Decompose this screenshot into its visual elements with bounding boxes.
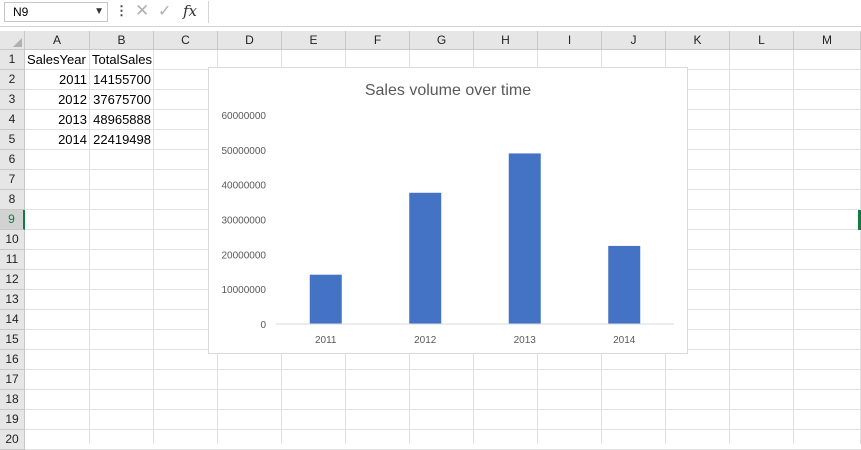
y-tick-label: 10000000 <box>222 285 267 296</box>
bar-2012[interactable] <box>409 192 442 324</box>
x-tick-label: 2012 <box>414 335 437 346</box>
row-header-14[interactable]: 14 <box>0 310 25 330</box>
y-tick-label: 50000000 <box>222 146 267 157</box>
cell-a3[interactable]: 2012 <box>58 92 87 107</box>
column-header-j[interactable]: J <box>602 31 666 50</box>
formula-bar: N9 ▼ ⋮ ✕ ✓ fx <box>0 0 861 27</box>
row-header-5[interactable]: 5 <box>0 130 25 150</box>
bar-chart: Sales volume over time 0 10000000 20000000… <box>222 82 674 346</box>
gridline-horizontal <box>25 369 861 370</box>
gridline-vertical <box>793 50 794 444</box>
cell-a4[interactable]: 2013 <box>58 112 87 127</box>
row-header-8[interactable]: 8 <box>0 190 25 210</box>
gridline-vertical <box>153 50 154 444</box>
column-header-k[interactable]: K <box>666 31 730 50</box>
row-header-12[interactable]: 12 <box>0 270 25 290</box>
column-header-c[interactable]: C <box>154 31 218 50</box>
gridline-horizontal <box>25 429 861 430</box>
cell-b3[interactable]: 37675700 <box>93 92 151 107</box>
gridline-horizontal <box>25 409 861 410</box>
column-header-a[interactable]: A <box>25 31 90 50</box>
y-tick-label: 0 <box>260 320 266 331</box>
formula-input[interactable] <box>208 1 861 23</box>
cell-b1[interactable]: TotalSales <box>92 52 152 67</box>
check-icon[interactable]: ✓ <box>158 3 172 20</box>
row-header-17[interactable]: 17 <box>0 370 25 390</box>
row-header-16[interactable]: 16 <box>0 350 25 370</box>
cell-a2[interactable]: 2011 <box>59 72 87 87</box>
row-header-3[interactable]: 3 <box>0 90 25 110</box>
column-header-e[interactable]: E <box>282 31 346 50</box>
name-box[interactable]: N9 ▼ <box>4 2 108 22</box>
name-box-value: N9 <box>13 5 29 19</box>
bar-2013[interactable] <box>508 153 541 324</box>
chart-title: Sales volume over time <box>365 82 531 99</box>
y-tick-label: 20000000 <box>222 250 267 261</box>
row-header-1[interactable]: 1 <box>0 50 25 70</box>
column-header-d[interactable]: D <box>218 31 282 50</box>
y-tick-label: 30000000 <box>222 216 267 227</box>
cell-a1[interactable]: SalesYear <box>27 52 86 67</box>
row-header-7[interactable]: 7 <box>0 170 25 190</box>
row-header-10[interactable]: 10 <box>0 230 25 250</box>
row-header-11[interactable]: 11 <box>0 250 25 270</box>
row-header-19[interactable]: 19 <box>0 410 25 430</box>
chevron-down-icon[interactable]: ▼ <box>94 6 104 17</box>
x-tick-label: 2014 <box>613 335 636 346</box>
cell-b4[interactable]: 48965888 <box>93 112 151 127</box>
bar-2011[interactable] <box>309 274 342 324</box>
row-header-4[interactable]: 4 <box>0 110 25 130</box>
row-header-15[interactable]: 15 <box>0 330 25 350</box>
row-header-20[interactable]: 20 <box>0 430 25 450</box>
x-tick-label: 2013 <box>514 335 537 346</box>
bar-2014[interactable] <box>608 245 641 324</box>
x-tick-label: 2011 <box>315 335 337 346</box>
gridline-vertical <box>729 50 730 444</box>
cell-a5[interactable]: 2014 <box>58 132 87 147</box>
gridline-horizontal <box>25 389 861 390</box>
x-icon[interactable]: ✕ <box>135 1 150 20</box>
row-header-6[interactable]: 6 <box>0 150 25 170</box>
y-tick-label: 40000000 <box>222 181 267 192</box>
column-header-l[interactable]: L <box>730 31 794 50</box>
y-tick-label: 60000000 <box>222 111 267 122</box>
chart-container[interactable]: Sales volume over time 0 10000000 20000000… <box>208 67 688 354</box>
row-header-2[interactable]: 2 <box>0 70 25 90</box>
column-header-g[interactable]: G <box>410 31 474 50</box>
select-all-icon <box>13 38 22 47</box>
row-header-18[interactable]: 18 <box>0 390 25 410</box>
column-header-h[interactable]: H <box>474 31 538 50</box>
insert-function-icon[interactable]: fx <box>183 2 198 20</box>
vertical-dots-icon[interactable]: ⋮ <box>115 3 128 18</box>
cell-b2[interactable]: 14155700 <box>93 72 151 87</box>
column-header-f[interactable]: F <box>346 31 410 50</box>
row-header-13[interactable]: 13 <box>0 290 25 310</box>
column-header-b[interactable]: B <box>90 31 154 50</box>
column-header-i[interactable]: I <box>538 31 602 50</box>
row-header-9[interactable]: 9 <box>0 210 25 230</box>
select-all-button[interactable] <box>0 31 25 50</box>
cell-b5[interactable]: 22419498 <box>93 132 151 147</box>
column-header-m[interactable]: M <box>794 31 861 50</box>
gridline-vertical <box>89 50 90 444</box>
